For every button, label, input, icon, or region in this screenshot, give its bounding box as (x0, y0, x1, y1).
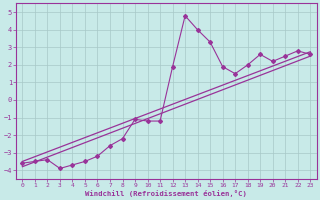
X-axis label: Windchill (Refroidissement éolien,°C): Windchill (Refroidissement éolien,°C) (85, 190, 247, 197)
